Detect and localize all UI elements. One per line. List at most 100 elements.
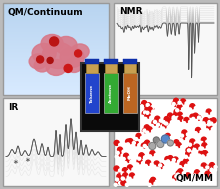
Text: QM/Continuum: QM/Continuum bbox=[8, 8, 84, 16]
Text: Acetone: Acetone bbox=[109, 83, 113, 103]
Circle shape bbox=[207, 123, 210, 126]
Circle shape bbox=[50, 37, 59, 46]
Circle shape bbox=[194, 142, 197, 145]
Circle shape bbox=[184, 117, 189, 122]
Circle shape bbox=[170, 136, 173, 139]
Circle shape bbox=[125, 183, 128, 186]
Circle shape bbox=[211, 118, 216, 123]
Circle shape bbox=[157, 140, 164, 147]
Circle shape bbox=[214, 168, 217, 171]
Circle shape bbox=[178, 143, 181, 146]
Circle shape bbox=[143, 144, 146, 147]
Circle shape bbox=[115, 155, 118, 158]
Circle shape bbox=[121, 177, 124, 180]
Circle shape bbox=[200, 118, 204, 121]
Circle shape bbox=[154, 110, 156, 113]
Circle shape bbox=[167, 140, 173, 146]
Circle shape bbox=[143, 145, 146, 148]
Circle shape bbox=[159, 164, 162, 167]
Circle shape bbox=[125, 180, 127, 183]
Circle shape bbox=[208, 170, 211, 173]
Circle shape bbox=[186, 148, 191, 153]
Circle shape bbox=[178, 101, 181, 104]
Circle shape bbox=[141, 107, 144, 110]
Circle shape bbox=[200, 167, 203, 170]
Circle shape bbox=[183, 122, 186, 125]
Circle shape bbox=[145, 107, 148, 110]
Text: IR: IR bbox=[8, 102, 18, 112]
Circle shape bbox=[165, 156, 170, 162]
Circle shape bbox=[211, 176, 214, 179]
Circle shape bbox=[149, 143, 156, 149]
Circle shape bbox=[172, 116, 175, 119]
Circle shape bbox=[134, 176, 137, 179]
Circle shape bbox=[123, 124, 126, 127]
Circle shape bbox=[114, 183, 117, 186]
Circle shape bbox=[190, 154, 193, 157]
Circle shape bbox=[161, 135, 169, 143]
Circle shape bbox=[143, 129, 146, 132]
Circle shape bbox=[185, 152, 188, 155]
Circle shape bbox=[139, 153, 144, 158]
Circle shape bbox=[150, 116, 153, 119]
Text: QM/MM: QM/MM bbox=[175, 174, 213, 184]
Circle shape bbox=[181, 145, 184, 148]
Circle shape bbox=[126, 169, 129, 172]
Circle shape bbox=[121, 180, 126, 185]
Circle shape bbox=[177, 121, 180, 124]
Circle shape bbox=[204, 175, 207, 178]
Circle shape bbox=[148, 145, 151, 147]
Circle shape bbox=[169, 160, 172, 163]
Circle shape bbox=[182, 130, 187, 135]
Circle shape bbox=[140, 105, 143, 108]
Circle shape bbox=[159, 119, 162, 122]
Ellipse shape bbox=[42, 43, 74, 68]
Circle shape bbox=[150, 151, 155, 156]
Bar bbox=[85, 73, 99, 113]
Circle shape bbox=[150, 177, 156, 182]
Circle shape bbox=[200, 147, 204, 150]
Circle shape bbox=[207, 125, 212, 130]
Circle shape bbox=[116, 178, 119, 181]
Circle shape bbox=[208, 121, 211, 124]
Circle shape bbox=[203, 119, 208, 123]
Circle shape bbox=[75, 50, 82, 57]
Circle shape bbox=[181, 134, 183, 137]
Circle shape bbox=[209, 165, 214, 170]
Circle shape bbox=[176, 109, 179, 112]
Circle shape bbox=[166, 118, 171, 123]
Circle shape bbox=[117, 129, 120, 132]
Circle shape bbox=[148, 109, 151, 112]
Text: Toluene: Toluene bbox=[90, 83, 94, 103]
Circle shape bbox=[175, 175, 178, 178]
Circle shape bbox=[145, 113, 150, 118]
Circle shape bbox=[136, 116, 139, 119]
Circle shape bbox=[199, 147, 202, 150]
Circle shape bbox=[125, 126, 130, 131]
Circle shape bbox=[190, 176, 193, 179]
Circle shape bbox=[123, 173, 128, 178]
Circle shape bbox=[121, 177, 125, 180]
Circle shape bbox=[144, 106, 149, 111]
Circle shape bbox=[190, 139, 195, 144]
Circle shape bbox=[118, 174, 121, 177]
Circle shape bbox=[205, 171, 210, 176]
Circle shape bbox=[156, 123, 160, 126]
Circle shape bbox=[142, 128, 147, 133]
Circle shape bbox=[188, 162, 191, 165]
Circle shape bbox=[204, 118, 208, 123]
Circle shape bbox=[211, 112, 214, 115]
Circle shape bbox=[126, 139, 131, 144]
Circle shape bbox=[175, 147, 178, 150]
Ellipse shape bbox=[32, 43, 56, 64]
Bar bbox=[114, 3, 217, 95]
Circle shape bbox=[144, 142, 149, 147]
Circle shape bbox=[150, 110, 152, 113]
Circle shape bbox=[130, 173, 134, 178]
Circle shape bbox=[173, 157, 178, 162]
Circle shape bbox=[144, 117, 147, 120]
Circle shape bbox=[121, 118, 124, 121]
Circle shape bbox=[184, 155, 187, 158]
Circle shape bbox=[149, 182, 152, 185]
Circle shape bbox=[130, 117, 133, 120]
